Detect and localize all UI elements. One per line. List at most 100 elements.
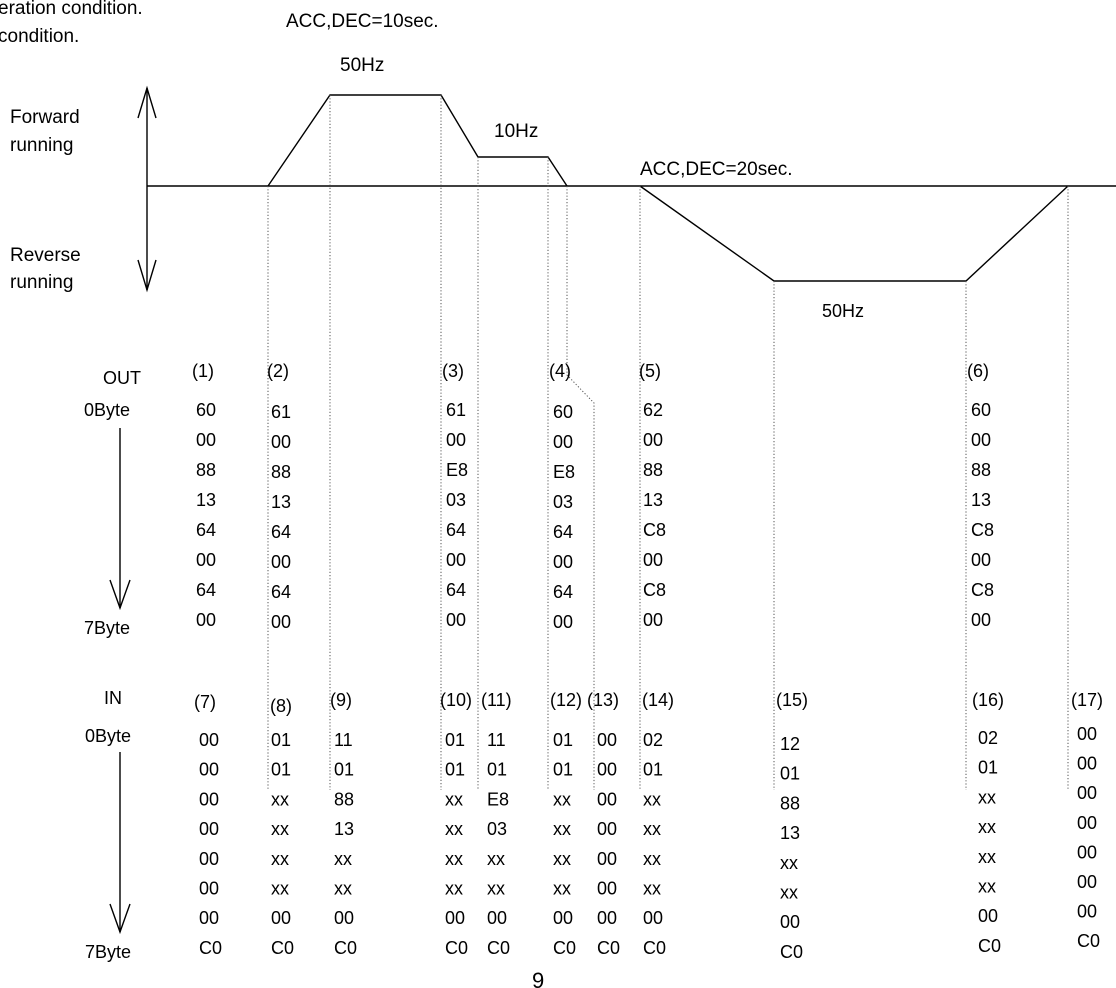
in-byte-cell: 00 bbox=[199, 760, 219, 780]
annotation-acc-dec-10: ACC,DEC=10sec. bbox=[286, 11, 439, 32]
in-byte-cell: 01 bbox=[271, 760, 291, 780]
out-byte-cell: 60 bbox=[553, 402, 573, 422]
out-byte-cell: 00 bbox=[971, 550, 991, 570]
out-byte-cell: 00 bbox=[643, 430, 663, 450]
out-byte-cell: 00 bbox=[971, 430, 991, 450]
in-byte-cell: xx bbox=[978, 787, 996, 807]
in-byte-cell: xx bbox=[487, 879, 505, 899]
in-byte-cell: 02 bbox=[643, 730, 663, 750]
label-50hz-forward: 50Hz bbox=[340, 55, 384, 76]
out-column-header: (6) bbox=[967, 361, 989, 381]
out-byte-cell: 00 bbox=[643, 550, 663, 570]
in-byte-cell: 00 bbox=[199, 849, 219, 869]
axis-reverse-label-2: running bbox=[10, 272, 73, 293]
in-byte-cell: xx bbox=[487, 849, 505, 869]
in-byte-cell: xx bbox=[553, 879, 571, 899]
out-table: (1) 60 00 88 13 64 00 64 00 (2) 61 00 88 13 64 00 64 00 (3… bbox=[192, 361, 994, 632]
out-byte-cell: 64 bbox=[446, 580, 466, 600]
in-byte-cell: 00 bbox=[597, 908, 617, 928]
in-byte-cell: 13 bbox=[334, 819, 354, 839]
in-byte-cell: 00 bbox=[1077, 754, 1097, 774]
in-byte-cell: 00 bbox=[597, 730, 617, 750]
out-byte-cell: 00 bbox=[271, 552, 291, 572]
in-byte-cell: C0 bbox=[334, 938, 357, 958]
in-byte-cell: C0 bbox=[487, 938, 510, 958]
in-column-header: (14) bbox=[642, 690, 674, 710]
in-byte-cell: xx bbox=[445, 879, 463, 899]
out-byte-cell: 00 bbox=[553, 552, 573, 572]
in-byte-cell: 00 bbox=[199, 730, 219, 750]
in-byte-cell: xx bbox=[271, 879, 289, 899]
in-byte-cell: 00 bbox=[597, 819, 617, 839]
in-byte-cell: 00 bbox=[553, 908, 573, 928]
in-byte-cell: 00 bbox=[1077, 872, 1097, 892]
out-byte-cell: 00 bbox=[553, 612, 573, 632]
in-byte-cell: xx bbox=[643, 819, 661, 839]
out-byte-cell: 00 bbox=[643, 610, 663, 630]
in-column-header: (10) bbox=[440, 690, 472, 710]
in-byte-cell: xx bbox=[271, 819, 289, 839]
out-byte-cell: 88 bbox=[271, 462, 291, 482]
out-byte-cell: 88 bbox=[196, 460, 216, 480]
in-byte-cell: 01 bbox=[780, 764, 800, 784]
in-byte-cell: 88 bbox=[780, 793, 800, 813]
out-byte-cell: 64 bbox=[553, 522, 573, 542]
in-byte-cell: 01 bbox=[445, 730, 465, 750]
out-byte-cell: 00 bbox=[971, 610, 991, 630]
in-byte-cell: 00 bbox=[978, 906, 998, 926]
out-byte-cell: 64 bbox=[271, 582, 291, 602]
in-byte-cell: E8 bbox=[487, 789, 509, 809]
in-byte-cell: 03 bbox=[487, 819, 507, 839]
out-column-header: (4) bbox=[549, 361, 571, 381]
in-byte-cell: 00 bbox=[1077, 902, 1097, 922]
in-byte-cell: C0 bbox=[780, 942, 803, 962]
in-byte-cell: 01 bbox=[487, 760, 507, 780]
annotation-top-left-1: eration condition. bbox=[0, 0, 143, 19]
in-byte-cell: 12 bbox=[780, 734, 800, 754]
out-byte-cell: 00 bbox=[446, 610, 466, 630]
in-byte-arrow bbox=[109, 752, 131, 935]
in-byte-7-label: 7Byte bbox=[85, 942, 131, 962]
in-byte-cell: xx bbox=[271, 789, 289, 809]
in-byte-cell: 00 bbox=[199, 819, 219, 839]
out-table-label: OUT bbox=[103, 368, 141, 388]
in-byte-cell: 01 bbox=[334, 760, 354, 780]
timing-guides bbox=[267, 95, 1069, 790]
in-byte-cell: C0 bbox=[553, 938, 576, 958]
out-byte-cell: 88 bbox=[643, 460, 663, 480]
out-byte-arrow bbox=[109, 428, 131, 611]
in-byte-cell: 01 bbox=[445, 760, 465, 780]
in-column-header: (11) bbox=[481, 690, 512, 710]
out-byte-cell: 13 bbox=[971, 490, 991, 510]
in-byte-cell: C0 bbox=[199, 938, 222, 958]
in-byte-cell: 00 bbox=[597, 879, 617, 899]
in-table-label: IN bbox=[104, 688, 122, 708]
in-byte-cell: 02 bbox=[978, 728, 998, 748]
out-byte-cell: 00 bbox=[196, 550, 216, 570]
in-byte-cell: 01 bbox=[978, 758, 998, 778]
out-byte-cell: 13 bbox=[643, 490, 663, 510]
out-byte-0-label: 0Byte bbox=[84, 400, 130, 420]
reverse-speed-profile bbox=[639, 185, 1069, 282]
in-byte-cell: 01 bbox=[643, 760, 663, 780]
out-byte-cell: 64 bbox=[196, 580, 216, 600]
in-byte-cell: 00 bbox=[487, 908, 507, 928]
in-byte-cell: xx bbox=[643, 849, 661, 869]
in-byte-cell: C0 bbox=[1077, 931, 1100, 951]
out-byte-cell: 88 bbox=[971, 460, 991, 480]
in-byte-cell: xx bbox=[445, 819, 463, 839]
out-byte-cell: 61 bbox=[271, 402, 291, 422]
in-byte-cell: 00 bbox=[780, 912, 800, 932]
in-byte-cell: 11 bbox=[487, 730, 506, 750]
in-byte-cell: xx bbox=[978, 877, 996, 897]
label-10hz-forward: 10Hz bbox=[494, 121, 538, 142]
out-byte-cell: 13 bbox=[196, 490, 216, 510]
in-column-header: (16) bbox=[972, 690, 1004, 710]
in-byte-cell: C0 bbox=[271, 938, 294, 958]
out-byte-cell: 00 bbox=[446, 430, 466, 450]
in-byte-cell: 13 bbox=[780, 823, 800, 843]
in-byte-cell: 88 bbox=[334, 789, 354, 809]
out-column-header: (3) bbox=[442, 361, 464, 381]
in-byte-cell: xx bbox=[978, 847, 996, 867]
